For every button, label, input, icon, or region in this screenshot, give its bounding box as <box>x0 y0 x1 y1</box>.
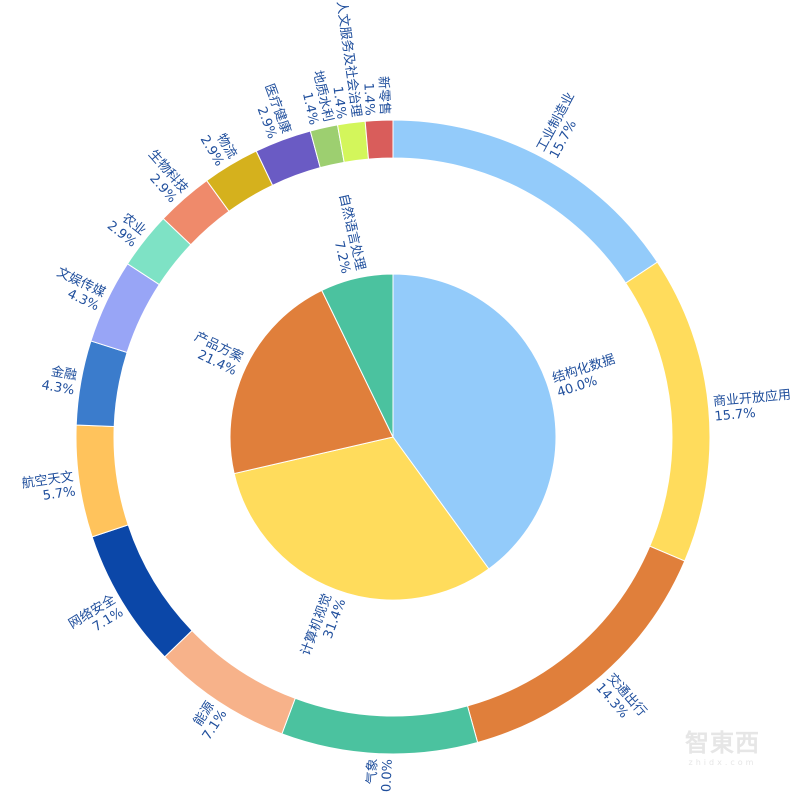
outer-ring-label-percent: 1.4% <box>299 91 321 127</box>
inner-pie-slice[interactable] <box>321 273 394 438</box>
outer-ring-slice[interactable] <box>281 697 479 755</box>
outer-ring-slice[interactable] <box>91 524 193 658</box>
inner-pie-slice[interactable] <box>233 436 490 601</box>
outer-ring-label: 金融4.3% <box>40 363 78 398</box>
watermark-site: zhidx.com <box>688 758 757 767</box>
inner-pie-slice[interactable] <box>229 289 394 475</box>
outer-ring-label-name: 商业开放应用 <box>712 387 791 410</box>
outer-ring-slice[interactable] <box>364 119 394 160</box>
outer-ring-slice[interactable] <box>625 261 711 562</box>
inner-pie-label-percent: 7.2% <box>331 240 353 276</box>
outer-ring-label-percent: 15.7% <box>714 406 757 425</box>
outer-ring-label-percent: 4.3% <box>40 378 75 398</box>
outer-ring-label-percent: 1.4% <box>329 85 348 120</box>
outer-ring-label-name: 新零售 <box>375 76 393 116</box>
outer-ring-slice[interactable] <box>392 119 659 284</box>
outer-ring-label-name: 航空天文 <box>21 469 75 492</box>
inner-pie-slice[interactable] <box>392 273 557 570</box>
watermark-logo: 智東西 zhidx.com <box>685 723 760 767</box>
outer-ring-label-percent: 5.7% <box>42 484 77 504</box>
outer-ring-slice[interactable] <box>75 424 129 538</box>
watermark-text: 智東西 <box>685 729 760 757</box>
outer-ring-label-name: 气象 <box>364 758 381 785</box>
outer-ring-label-name: 金融 <box>50 363 78 383</box>
outer-ring-slice[interactable] <box>466 545 686 744</box>
outer-ring-label-percent: 10.0% <box>379 759 396 793</box>
outer-ring-slice[interactable] <box>75 340 128 428</box>
outer-ring-label: 物流2.9% <box>197 131 240 169</box>
outer-ring-label-percent: 1.4% <box>360 82 376 116</box>
outer-ring-slice[interactable] <box>163 629 296 735</box>
